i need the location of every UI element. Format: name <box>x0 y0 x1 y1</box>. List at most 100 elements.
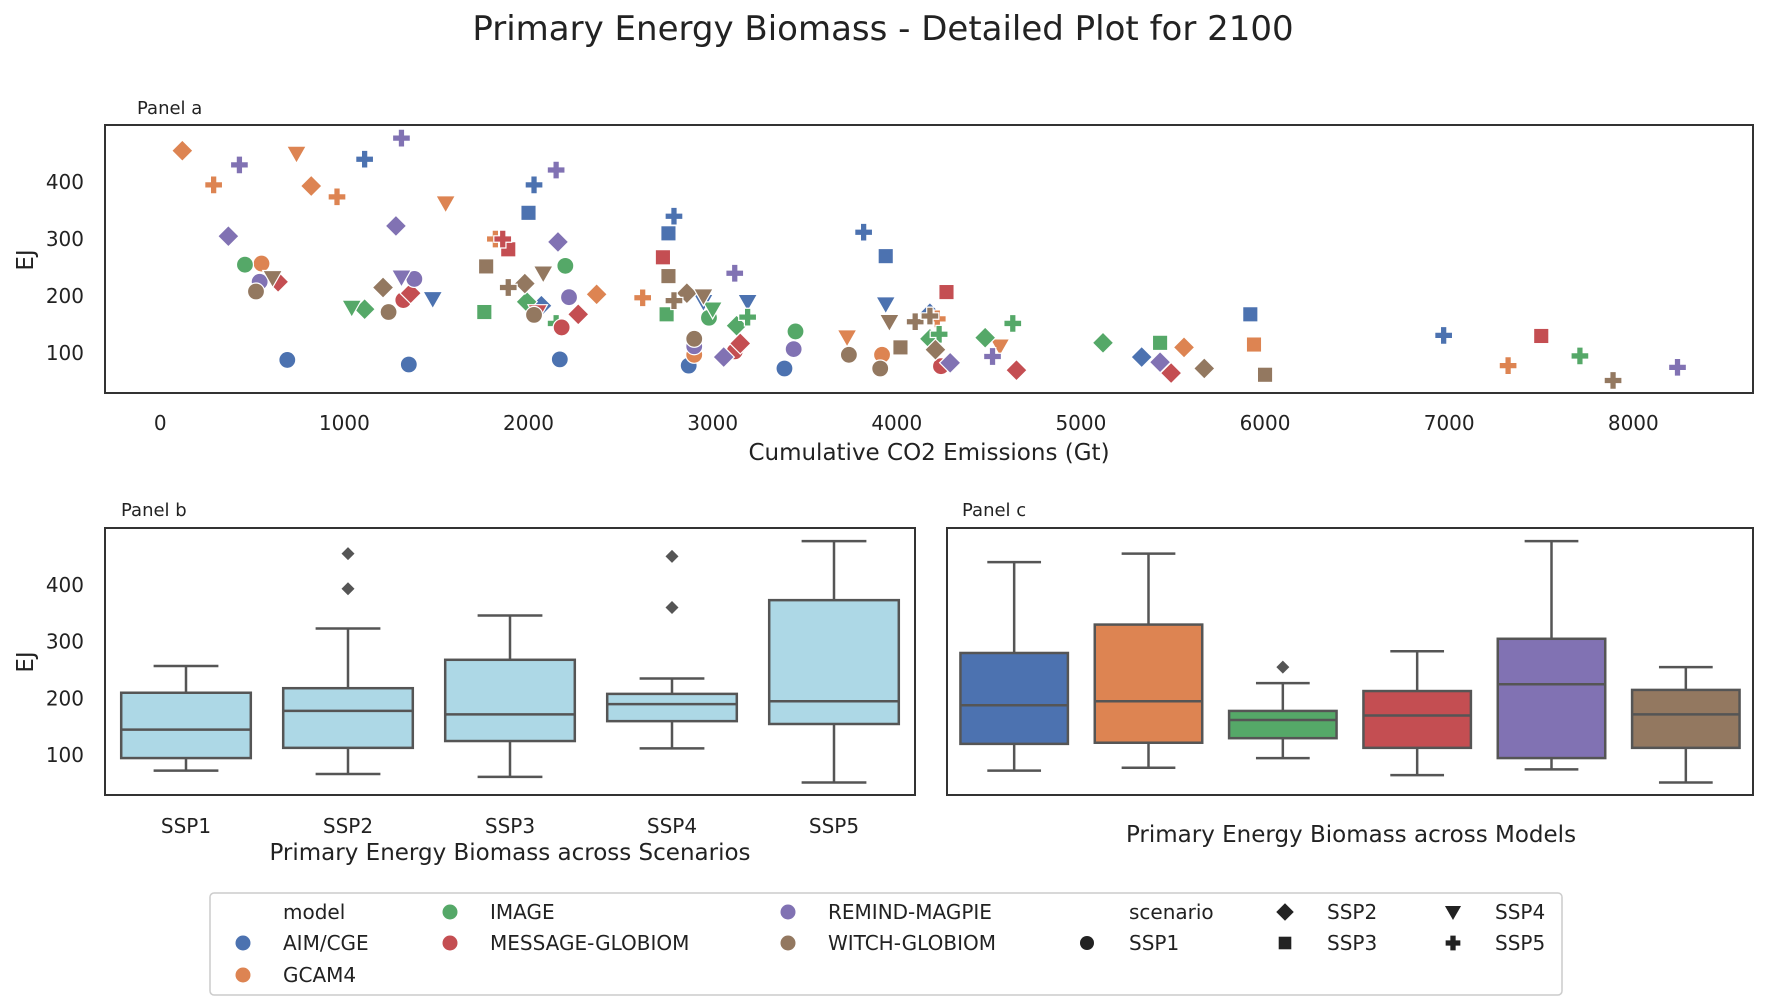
panel-c-box-aim-cge <box>959 560 1070 772</box>
panel-c-frame <box>946 527 1754 796</box>
point-remind-magpie-ssp2-10 <box>1148 350 1172 374</box>
legend-label-ssp1: SSP1 <box>1129 931 1179 955</box>
point-image-ssp2-8 <box>973 326 997 350</box>
point-witch-globiom-ssp4-17 <box>692 288 715 308</box>
point-witch-globiom-ssp4-15 <box>261 269 284 289</box>
point-gcam4-ssp2-4 <box>170 139 194 163</box>
point-remind-magpie-ssp4-11 <box>390 269 413 289</box>
point-remind-magpie-ssp5-15 <box>725 263 745 283</box>
panel-b-box-ssp5 <box>767 539 901 784</box>
point-gcam4-ssp4-9 <box>285 145 308 165</box>
panel-c-box-image <box>1227 660 1338 760</box>
legend-marker-ssp5 <box>1445 935 1461 951</box>
point-image-ssp4-14 <box>701 301 724 321</box>
point-gcam4-ssp1-0 <box>252 254 271 273</box>
legend-marker-remind-magpie <box>780 904 796 920</box>
panel-b-x-tick-ssp5: SSP5 <box>809 814 859 838</box>
legend-label-remind-magpie: REMIND-MAGPIE <box>828 900 992 924</box>
point-image-ssp3-12 <box>1151 334 1169 352</box>
legend-model-title: model <box>283 900 345 924</box>
legend-label-ssp4: SSP4 <box>1495 900 1545 924</box>
point-message-globiom-ssp3-11 <box>654 249 672 266</box>
legend-marker-aim-cge <box>235 935 251 951</box>
point-witch-globiom-ssp1-5 <box>871 359 890 378</box>
panel-b-box-ssp4 <box>605 549 739 750</box>
panel-b-ticks: 100 200 300 400 <box>46 573 84 767</box>
point-aim-cge-ssp1-1 <box>399 355 418 374</box>
point-aim-cge-ssp5-18 <box>664 206 684 226</box>
point-gcam4-ssp5-18 <box>1498 356 1518 376</box>
panel-a-y-tick-400: 400 <box>46 170 84 194</box>
panel-b-x-tick-ssp1: SSP1 <box>161 814 211 838</box>
panel-a-x-tick-0: 0 <box>154 411 167 435</box>
point-image-ssp3-10 <box>476 303 493 321</box>
panel-c-box-remind-magpie <box>1496 539 1607 771</box>
legend-marker-witch-globiom <box>780 935 796 951</box>
point-aim-cge-ssp3-8 <box>520 204 537 222</box>
point-message-globiom-ssp5-15 <box>493 229 513 249</box>
point-witch-globiom-ssp4-18 <box>878 313 901 333</box>
panel-b-y-axis-label: EJ <box>13 651 39 672</box>
point-witch-globiom-ssp1-0 <box>246 282 266 301</box>
point-aim-cge-ssp4-12 <box>421 290 444 310</box>
panel-a-y-axis-label: EJ <box>13 249 39 270</box>
panel-a-x-tick-2000: 2000 <box>503 411 554 435</box>
point-witch-globiom-ssp1-4 <box>839 345 859 364</box>
panel-a-y-tick-200: 200 <box>46 284 84 308</box>
panel-a-x-tick-5000: 5000 <box>1055 411 1106 435</box>
point-aim-cge-ssp3-9 <box>660 225 677 242</box>
panel-c-title: Panel c <box>962 500 1026 521</box>
point-aim-cge-ssp3-10 <box>877 247 894 265</box>
point-gcam4-ssp4-11 <box>836 329 858 349</box>
point-witch-globiom-ssp1-1 <box>379 302 398 322</box>
panel-c-x-axis-label: Primary Energy Biomass across Models <box>1126 822 1576 848</box>
iqr-box <box>605 692 739 723</box>
point-image-ssp5-16 <box>738 307 758 327</box>
point-remind-magpie-ssp1-2 <box>559 288 579 307</box>
point-witch-globiom-ssp5-21 <box>905 312 925 332</box>
legend-items: model AIM/CGE GCAM4 IMAGE MESSAGE-GLOBIOM REM… <box>235 900 1545 987</box>
point-image-ssp5-17 <box>929 324 949 344</box>
point-remind-magpie-ssp2-9 <box>938 351 962 375</box>
figure-title: Primary Energy Biomass - Detailed Plot f… <box>472 9 1293 49</box>
point-aim-cge-ssp5-20 <box>1434 325 1454 345</box>
legend-marker-gcam4 <box>235 967 251 983</box>
legend-frame <box>209 892 1563 996</box>
point-aim-cge-ssp1-0 <box>278 350 297 370</box>
point-message-globiom-ssp2-8 <box>1004 358 1028 382</box>
panel-a-x-tick-1000: 1000 <box>319 411 370 435</box>
point-aim-cge-ssp5-17 <box>524 175 544 195</box>
panel-b-y-tick-400: 400 <box>46 573 84 597</box>
point-gcam4-ssp2-5 <box>299 174 323 198</box>
iqr-box <box>1362 689 1473 750</box>
legend-label-gcam4: GCAM4 <box>283 963 356 987</box>
panel-c: Panel c Primary Energy Biomass across Mo… <box>946 500 1754 848</box>
iqr-box <box>281 686 415 750</box>
point-gcam4-ssp4-10 <box>434 195 457 215</box>
panel-a-y-tick-300: 300 <box>46 227 84 251</box>
point-remind-magpie-ssp5-13 <box>391 128 411 148</box>
point-remind-magpie-ssp2-5 <box>216 224 240 248</box>
panel-c-box-witch-globiom <box>1630 665 1741 784</box>
panel-b-y-tick-100: 100 <box>46 743 84 767</box>
point-aim-cge-ssp4-15 <box>874 296 897 316</box>
legend-label-ssp3: SSP3 <box>1327 931 1377 955</box>
point-image-ssp2-9 <box>1091 331 1115 355</box>
point-message-globiom-ssp1-1 <box>552 318 571 337</box>
point-witch-globiom-ssp3-11 <box>477 258 495 275</box>
point-aim-cge-ssp5-19 <box>854 222 874 242</box>
point-remind-magpie-ssp1-4 <box>784 339 803 359</box>
panel-b-frame <box>104 527 916 796</box>
legend-marker-message-globiom <box>442 935 458 951</box>
panel-b-boxes: SSP1 SSP2 SSP3 SSP4 SSP5 <box>119 539 901 838</box>
panel-c-box-message-globiom <box>1362 650 1473 777</box>
point-aim-cge-ssp4-14 <box>736 293 759 313</box>
panel-a-x-tick-7000: 7000 <box>1424 411 1475 435</box>
point-remind-magpie-ssp5-17 <box>1667 357 1688 377</box>
panel-b-x-tick-ssp3: SSP3 <box>485 814 535 838</box>
iqr-box <box>1227 709 1338 740</box>
legend: model AIM/CGE GCAM4 IMAGE MESSAGE-GLOBIOM REM… <box>209 892 1563 996</box>
point-gcam4-ssp2-7 <box>1172 335 1196 359</box>
point-gcam4-ssp5-14 <box>327 187 347 207</box>
